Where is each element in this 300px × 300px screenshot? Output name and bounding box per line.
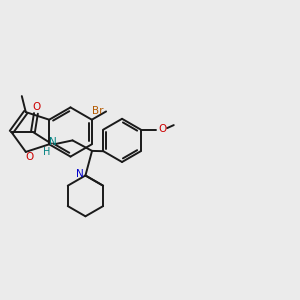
Text: Br: Br (92, 106, 103, 116)
Text: O: O (32, 102, 41, 112)
Text: O: O (26, 152, 34, 162)
Text: H: H (43, 146, 50, 157)
Text: O: O (158, 124, 166, 134)
Text: N: N (76, 169, 84, 179)
Text: N: N (49, 137, 57, 147)
